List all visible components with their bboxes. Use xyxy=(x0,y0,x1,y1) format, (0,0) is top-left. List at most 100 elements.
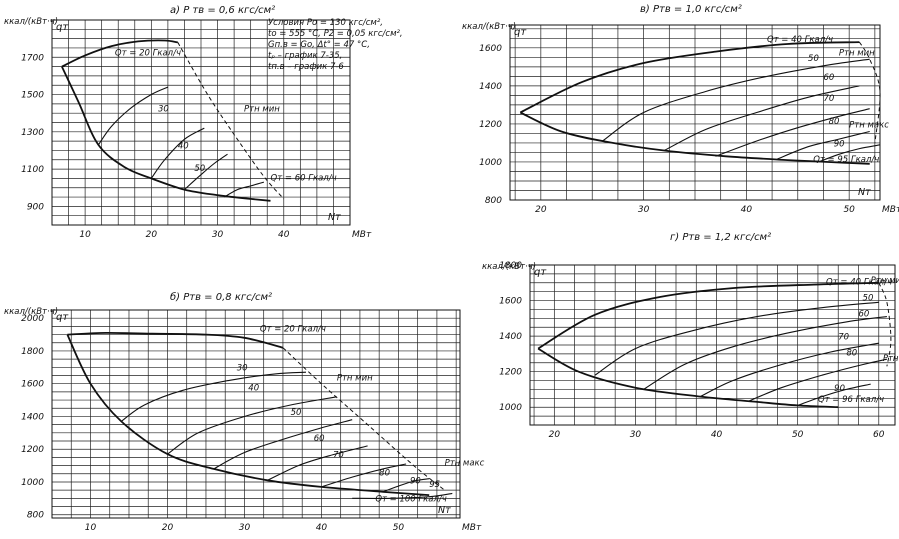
y-tick-label: 1100 xyxy=(21,165,44,175)
series-label: Pтн макс xyxy=(849,121,889,131)
series-label: 95 xyxy=(429,480,440,490)
y-axis-symbol: qт xyxy=(514,27,527,38)
x-tick-label: 20 xyxy=(146,230,158,240)
plot-frame xyxy=(529,264,896,426)
x-tick-label: 50 xyxy=(843,205,855,215)
series-label: Qт = 60 Гкал/ч xyxy=(271,173,337,183)
series-line xyxy=(150,127,205,179)
y-tick-label: 1000 xyxy=(499,403,522,413)
series-label: Pтн мин xyxy=(244,104,280,114)
series-line xyxy=(61,39,178,68)
y-axis-label: ккал/(кВт·ч) xyxy=(4,307,58,317)
x-tick-label: 20 xyxy=(549,430,561,440)
x-axis-label: Nт xyxy=(858,187,871,198)
x-tick-label: 40 xyxy=(316,523,328,533)
limit-line xyxy=(878,282,892,367)
chart-title: б) Pтв = 0,8 кгс/см² xyxy=(170,291,272,303)
series-line xyxy=(223,181,265,198)
series-label: Qт = 96 Гкал/ч xyxy=(818,395,884,405)
x-tick-label: 40 xyxy=(741,205,753,215)
series-label: Qт = 100 Гкал/ч xyxy=(375,495,447,505)
y-tick-label: 1000 xyxy=(479,158,502,168)
y-tick-label: 1200 xyxy=(21,445,44,455)
series-label: 30 xyxy=(237,364,248,374)
y-tick-label: 900 xyxy=(27,202,44,212)
series-line xyxy=(594,301,879,376)
y-axis-label: ккал/(кВт·ч) xyxy=(482,262,536,272)
y-tick-label: 1400 xyxy=(479,82,502,92)
chart-a: а) P тв = 0,6 кгс/см² ккал/(кВт·ч)qт 900 11… xyxy=(4,5,403,240)
series-label: 40 xyxy=(178,142,189,152)
series-label: Pтн мин xyxy=(839,48,875,58)
chart-v: в) Pтв = 1,0 кгс/см² ккал/(кВт·ч)qт 800 100… xyxy=(462,4,899,215)
limit-line xyxy=(282,347,445,491)
series-label: 50 xyxy=(291,408,302,418)
series-line xyxy=(267,445,368,481)
y-tick-label: 800 xyxy=(485,196,502,206)
limit-line xyxy=(177,42,285,200)
x-tick-label: 30 xyxy=(212,230,224,240)
series-label: 60 xyxy=(314,434,325,444)
series-line xyxy=(120,371,307,422)
y-axis-symbol: qт xyxy=(56,312,69,323)
limit-line xyxy=(858,41,881,143)
x-tick-label: 10 xyxy=(79,230,91,240)
series-label: Pтн мин xyxy=(871,276,899,286)
series-label: Qт = 20 Гкал/ч xyxy=(115,48,181,58)
series-label: 60 xyxy=(859,310,870,320)
x-axis-label: Nт xyxy=(328,212,341,223)
chart-title: г) Pтв = 1,2 кгс/см² xyxy=(670,232,771,243)
series-label: 90 xyxy=(834,140,845,150)
conditions-line: tп.в – график 7-6 xyxy=(268,62,344,72)
series-label: 90 xyxy=(834,384,845,394)
series-line xyxy=(213,419,353,470)
series-line xyxy=(715,108,870,157)
series-line xyxy=(97,86,169,146)
y-tick-label: 1700 xyxy=(21,53,44,63)
y-tick-label: 1400 xyxy=(21,412,44,422)
x-axis-unit: МВт xyxy=(352,230,372,240)
envelope-curve xyxy=(519,111,870,165)
y-tick-label: 1800 xyxy=(499,261,522,271)
x-tick-label: 50 xyxy=(393,523,405,533)
grid-a xyxy=(51,19,351,226)
y-tick-label: 800 xyxy=(27,511,44,521)
series-label: 30 xyxy=(158,104,169,114)
y-axis-label: ккал/(кВт·ч) xyxy=(462,22,516,32)
series-label: 40 xyxy=(248,383,259,393)
plot-frame xyxy=(509,24,881,201)
series-label: Pтн мин xyxy=(337,373,373,383)
x-tick-label: 30 xyxy=(630,430,642,440)
x-axis-unit: МВт xyxy=(462,523,482,533)
series-label: Qт = 95 Гкал/ч xyxy=(813,155,879,165)
x-tick-label: 10 xyxy=(85,523,97,533)
x-tick-label: 30 xyxy=(638,205,650,215)
series-line xyxy=(184,153,228,191)
series-label: 80 xyxy=(379,468,390,478)
series-line xyxy=(537,281,879,350)
series-line xyxy=(700,342,879,398)
conditions-line: Gп.в = Gо, Δt° = 47 °С, xyxy=(268,40,370,50)
series-label: Qт = 40 Гкал/ч xyxy=(767,35,833,45)
x-tick-label: 50 xyxy=(792,430,804,440)
chart-title: а) P тв = 0,6 кгс/см² xyxy=(170,5,275,16)
chart-g: г) Pтв = 1,2 кгс/см² ккал/(кВт·ч)qт 1000 12… xyxy=(482,232,899,440)
series-line xyxy=(519,41,860,114)
series-label: 80 xyxy=(846,349,857,359)
plot-frame xyxy=(51,19,351,226)
y-tick-label: 1200 xyxy=(479,120,502,130)
x-tick-label: 60 xyxy=(873,430,885,440)
series-label: 90 xyxy=(410,477,421,487)
conditions-line: tо = 555 °С, P2 = 0,05 кгс/см², xyxy=(268,29,403,39)
series-line xyxy=(602,58,870,142)
chart-title: в) Pтв = 1,0 кгс/см² xyxy=(640,4,742,15)
y-axis-symbol: qт xyxy=(534,267,547,278)
series-label: 70 xyxy=(333,450,344,460)
envelope-curve xyxy=(61,66,271,202)
series-line xyxy=(382,478,430,493)
y-tick-label: 1200 xyxy=(499,368,522,378)
series-label: 50 xyxy=(808,54,819,64)
series-label: 50 xyxy=(194,164,205,174)
plot-frame xyxy=(51,309,461,519)
